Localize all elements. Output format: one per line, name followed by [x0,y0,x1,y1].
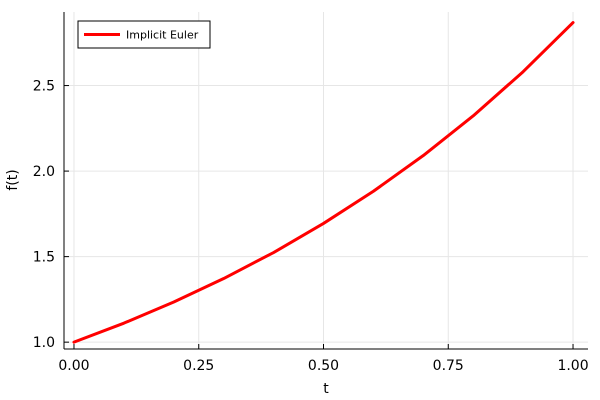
y-tick-label-2: 2.0 [33,164,55,180]
series [72,21,575,344]
y-tick-label-1: 1.5 [33,250,55,266]
x-axis-label: t [323,381,329,397]
x-tick-label-3: 0.75 [433,358,464,374]
y-tick-label-3: 2.5 [33,79,55,95]
x-tick-label-0: 0.00 [58,358,89,374]
y-tick-label-0: 1.0 [33,335,55,351]
ticks: 0.00 0.25 0.50 0.75 1.00 1.0 1.5 2.0 2.5 [33,79,589,374]
x-tick-label-4: 1.00 [557,358,588,374]
x-tick-label-2: 0.50 [308,358,339,374]
grid [64,12,588,349]
axes [63,12,588,350]
x-tick-label-1: 0.25 [183,358,214,374]
legend-label-implicit-euler: Implicit Euler [126,29,199,42]
y-axis-label: f(t) [5,169,21,190]
series-line-0 [72,21,575,344]
legend: Implicit Euler [77,20,211,49]
